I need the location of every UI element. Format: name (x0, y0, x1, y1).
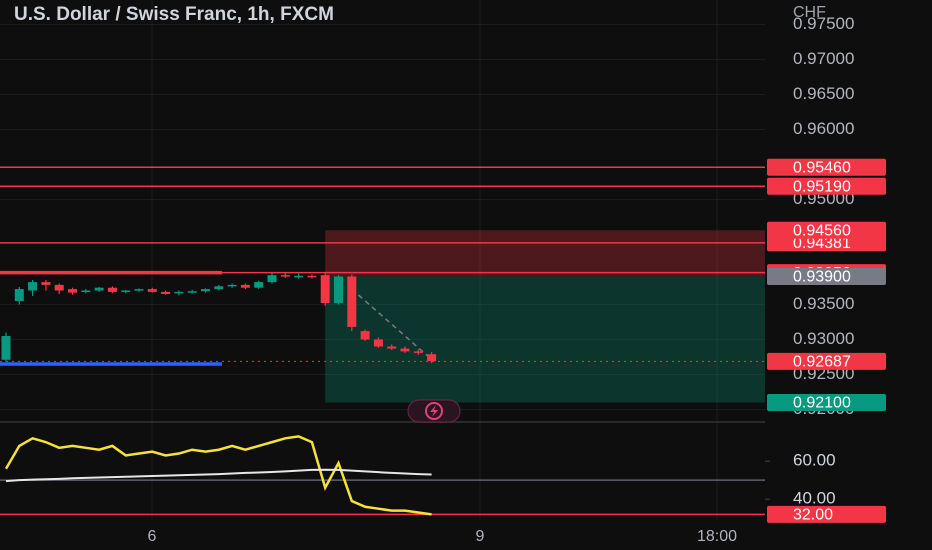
candle-body (174, 291, 184, 294)
candle-body (280, 275, 290, 277)
candle-body (107, 287, 117, 292)
candle-body (1, 336, 11, 360)
candle-body (81, 290, 91, 292)
candle-body (427, 354, 437, 362)
price-label: 0.92100 (793, 395, 851, 412)
candle-body (320, 275, 330, 304)
candle-body (147, 289, 157, 292)
y-tick-label: 0.96000 (793, 119, 854, 138)
price-label: 0.92687 (793, 354, 851, 371)
price-label: 0.94560 (793, 223, 851, 240)
y-tick-label: 0.93000 (793, 329, 854, 348)
y-tick-label: 0.97000 (793, 49, 854, 68)
price-label: 0.93900 (793, 269, 851, 286)
price-label-box (767, 394, 886, 411)
candle-body (214, 286, 224, 290)
price-label: 0.95190 (793, 178, 851, 195)
candle-body (187, 291, 197, 293)
candle-body (54, 284, 64, 291)
candle-body (68, 289, 77, 293)
x-tick-label: 9 (476, 528, 485, 545)
price-label-box (767, 158, 886, 176)
candle-body (267, 275, 277, 283)
indicator-tick-label: 60.00 (793, 451, 836, 470)
candle-body (161, 291, 171, 294)
candle-body (334, 276, 343, 304)
candle-body (400, 348, 410, 352)
candle-body (94, 287, 104, 291)
target-zone (325, 276, 765, 403)
candle-body (41, 282, 51, 285)
candle-body (121, 290, 131, 292)
candle-body (347, 276, 357, 327)
stop-zone (325, 230, 765, 277)
price-label-box (767, 268, 886, 285)
candle-body (240, 284, 250, 288)
candle-body (373, 339, 383, 347)
candle-body (307, 275, 317, 278)
plot-area (0, 166, 765, 403)
indicator-label: 32.00 (793, 507, 833, 524)
indicator-tick-label: 40.00 (793, 489, 836, 508)
candle-body (254, 282, 264, 288)
x-tick-label: 18:00 (697, 528, 737, 545)
candle-body (387, 346, 397, 349)
candle-body (413, 351, 423, 353)
y-tick-label: 0.97500 (793, 14, 854, 33)
chart-title: U.S. Dollar / Swiss Franc, 1h, FXCM (14, 4, 334, 25)
y-tick-label: 0.96500 (793, 84, 854, 103)
candle-body (134, 289, 144, 291)
price-label-box (767, 221, 886, 239)
candle-body (28, 282, 38, 291)
currency-label: CHF (793, 4, 826, 21)
candle-body (360, 331, 370, 340)
price-label: 0.95460 (793, 160, 851, 177)
price-label: 0.94381 (793, 235, 851, 252)
candle-body (14, 289, 24, 301)
candle-body (201, 289, 210, 292)
x-tick-label: 6 (148, 528, 157, 545)
projection-line (357, 294, 433, 360)
alert-icon[interactable] (407, 399, 461, 423)
candle-body (227, 284, 237, 287)
price-label-box (767, 177, 886, 195)
candle-body (294, 275, 304, 278)
indicator-line (4, 435, 432, 516)
price-label-box (767, 352, 886, 370)
indicator-line (5, 468, 432, 483)
indicator-label-box (767, 505, 886, 523)
y-tick-label: 0.93500 (793, 294, 854, 313)
